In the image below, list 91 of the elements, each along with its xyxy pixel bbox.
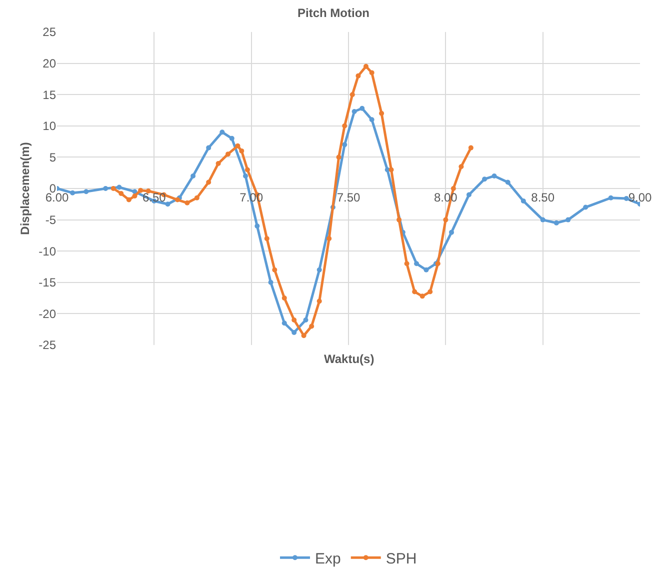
point (342, 123, 348, 128)
point (239, 148, 244, 154)
point (363, 64, 368, 69)
point (428, 289, 433, 294)
point (466, 192, 472, 198)
point (103, 186, 108, 191)
point (243, 173, 248, 178)
point (126, 197, 132, 202)
y-tick-label: -10 (38, 244, 56, 258)
point (184, 200, 190, 206)
point (132, 189, 138, 194)
y-axis-title: Displacemen(m) (18, 142, 32, 235)
point (608, 195, 614, 200)
point (226, 152, 231, 157)
point (254, 224, 260, 229)
point (468, 145, 474, 150)
point (116, 184, 122, 190)
point (352, 109, 357, 114)
x-tick-label: 9.00 (628, 190, 652, 204)
point (282, 296, 287, 301)
point (309, 324, 314, 329)
y-tick-label: 15 (42, 88, 56, 102)
point (165, 202, 170, 207)
point (326, 236, 332, 242)
legend-label: SPH (386, 550, 417, 568)
y-tick-label: 25 (42, 25, 56, 40)
point (505, 180, 510, 185)
point (138, 188, 144, 193)
point (566, 217, 571, 222)
point (458, 164, 464, 170)
point (316, 298, 322, 304)
point (554, 220, 559, 226)
point (301, 333, 306, 338)
point (282, 320, 287, 326)
point (316, 267, 322, 272)
point (449, 230, 454, 235)
point (356, 73, 361, 78)
point (292, 330, 297, 335)
point (216, 160, 221, 166)
y-tick-label: -15 (38, 276, 56, 290)
point (404, 261, 410, 266)
point (420, 294, 425, 299)
point (84, 189, 89, 194)
point (624, 196, 629, 202)
point (70, 190, 76, 196)
y-tick-label: -20 (38, 306, 56, 321)
point (412, 289, 418, 294)
point (268, 280, 274, 285)
point (424, 267, 429, 272)
legend-label: Exp (315, 550, 341, 568)
point (492, 173, 497, 178)
point (450, 186, 456, 191)
point (443, 217, 448, 222)
point (303, 317, 308, 322)
point (360, 106, 365, 111)
point (379, 110, 384, 116)
point (206, 180, 212, 185)
point (583, 204, 588, 210)
point (118, 191, 124, 196)
point (229, 136, 234, 141)
point (220, 130, 225, 135)
point (336, 154, 342, 160)
point (235, 143, 240, 148)
point (520, 198, 526, 204)
point (350, 92, 355, 98)
point (190, 173, 196, 178)
point (110, 186, 116, 191)
point (482, 176, 488, 182)
point (396, 217, 402, 222)
point (369, 117, 374, 122)
point (264, 236, 270, 242)
x-tick-label: 8.50 (531, 190, 555, 204)
point (540, 217, 546, 222)
x-tick-label: 7.50 (336, 190, 360, 204)
y-tick-label: -25 (38, 338, 56, 352)
point (244, 167, 250, 172)
y-tick-label: 10 (42, 119, 56, 134)
point (292, 317, 297, 322)
y-tick-label: -5 (45, 213, 56, 227)
point (206, 145, 212, 150)
point (342, 142, 348, 148)
point (132, 194, 138, 199)
point (369, 70, 374, 76)
x-axis-title: Waktu(s) (324, 352, 374, 366)
point (194, 195, 200, 200)
y-tick-label: 20 (42, 56, 56, 70)
point (414, 261, 420, 266)
y-tick-label: 5 (49, 150, 56, 164)
point (272, 267, 278, 272)
chart-title: Pitch Motion (298, 6, 370, 20)
point (388, 167, 394, 172)
